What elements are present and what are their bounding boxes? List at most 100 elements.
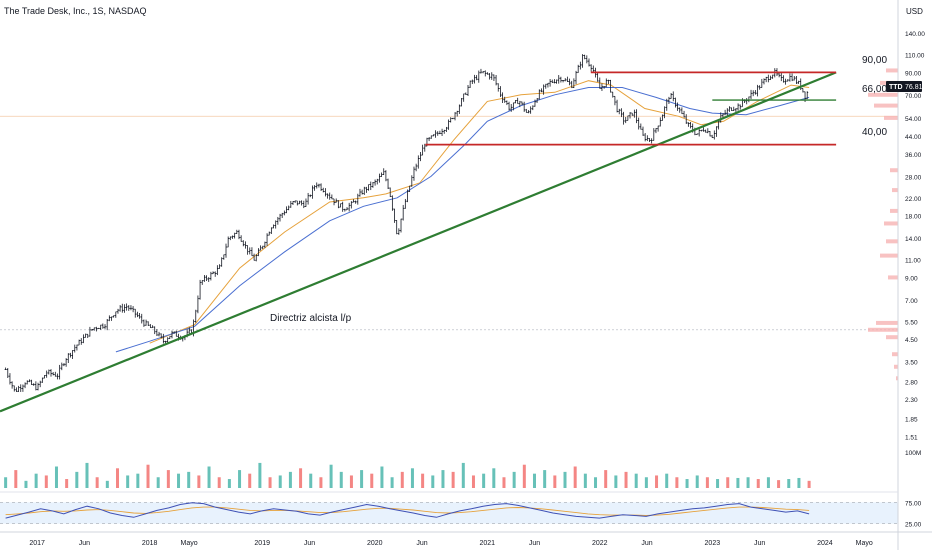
volume-bar [685, 479, 689, 488]
volume-profile-bar [896, 376, 898, 381]
time-tick-label: 2021 [479, 540, 495, 547]
volume-bar [217, 477, 221, 488]
price-tick-label: 14.00 [905, 236, 922, 243]
volume-profile-bar [886, 68, 898, 73]
volume-bar [410, 468, 414, 488]
time-tick-label: 2020 [367, 540, 383, 547]
price-tick-label: 5.50 [905, 319, 918, 326]
volume-profile-bar [890, 208, 898, 213]
volume-bar [370, 473, 374, 488]
volume-bar [532, 473, 536, 488]
volume-bar [471, 475, 475, 488]
volume-bar [54, 466, 58, 488]
grid-layer [0, 115, 898, 331]
price-tick-label: 9.00 [905, 275, 918, 282]
price-tick-label: 140.00 [905, 31, 925, 38]
volume-profile-bar [884, 221, 898, 226]
volume-bar [543, 470, 547, 488]
volume-bar [65, 479, 69, 488]
volume-bar [675, 477, 679, 488]
volume-bar [278, 475, 282, 488]
volume-bar [736, 477, 740, 488]
volume-bar [614, 475, 618, 488]
volume-bar [116, 468, 120, 488]
price-tick-label: 70.00 [905, 93, 922, 100]
text-layer: The Trade Desk, Inc., 1S, NASDAQ USD Dir… [4, 6, 923, 324]
volume-bar [85, 462, 89, 488]
price-tick-label: 90.00 [905, 70, 922, 77]
price-tick-label: 54.00 [905, 116, 922, 123]
chart-title: The Trade Desk, Inc., 1S, NASDAQ [4, 6, 147, 16]
volume-bar [390, 477, 394, 488]
currency-label: USD [906, 7, 923, 16]
price-tick-label: 1.51 [905, 434, 918, 441]
time-tick-label: Mayo [856, 540, 873, 547]
volume-bar [34, 473, 38, 488]
volume-bar [44, 475, 48, 488]
volume-bar [421, 473, 425, 488]
volume-bar [197, 475, 201, 488]
volume-bar [604, 470, 608, 488]
price-badge-bg [886, 81, 922, 92]
volume-profile-bar [892, 188, 898, 193]
volume-bar [360, 470, 364, 488]
volume-bar [136, 473, 140, 488]
price-tick-label: 2.80 [905, 379, 918, 386]
volume-bar [553, 475, 557, 488]
volume-bar [126, 475, 130, 488]
volume-tick-label: 100M [905, 450, 921, 457]
rsi-signal-line [5, 506, 810, 516]
price-tick-label: 3.50 [905, 360, 918, 367]
price-tick-label: 11.00 [905, 258, 921, 265]
volume-bar [268, 477, 272, 488]
volume-bar [339, 471, 343, 488]
rsi-tick-label: 25.00 [905, 522, 922, 529]
volume-bar [563, 471, 567, 488]
time-tick-label: 2023 [705, 540, 721, 547]
ma-slow-line [115, 87, 810, 353]
level-40-label: 40,00 [862, 127, 887, 138]
volume-bar [146, 464, 150, 488]
volume-profile-bar [886, 239, 898, 244]
volume-profile-bar [888, 275, 898, 280]
volume-bar [573, 466, 577, 488]
price-badge[interactable]: TTD 76.81 [886, 81, 923, 92]
volume-bar [451, 471, 455, 488]
volume-bar [227, 479, 231, 488]
price-tick-label: 2.30 [905, 397, 918, 404]
candles-layer[interactable] [4, 54, 809, 392]
volume-bar [644, 477, 648, 488]
volume-profile-bar [886, 335, 898, 340]
drawings-layer[interactable] [0, 71, 837, 413]
price-badge-ticker: TTD [889, 84, 903, 91]
volume-bar [492, 468, 496, 488]
volume-bar [594, 477, 598, 488]
price-tick-label: 18.00 [905, 214, 922, 221]
volume-bar [75, 471, 79, 488]
time-tick-label: 2017 [29, 540, 45, 547]
price-badge-value: 76.81 [905, 84, 923, 91]
time-tick-label: Jun [754, 540, 765, 547]
volume-bar [95, 477, 99, 488]
volume-bar [319, 477, 323, 488]
time-tick-label: Jun [79, 540, 90, 547]
volume-bar [309, 473, 313, 488]
volume-bar [726, 477, 730, 488]
rsi-layer [5, 502, 810, 519]
volume-bar [695, 475, 699, 488]
price-tick-label: 28.00 [905, 174, 922, 181]
volume-profile-bar [876, 320, 898, 325]
volume-bar [766, 477, 770, 488]
rsi-tick-label: 75.00 [905, 500, 922, 507]
time-tick-label: 2022 [592, 540, 608, 547]
volume-bar [299, 468, 303, 488]
volume-bar [4, 477, 8, 488]
volume-profile-bar [894, 364, 898, 369]
volume-profile-bar [880, 253, 898, 258]
volume-profile-layer [868, 68, 898, 381]
volume-bar [807, 480, 811, 488]
volume-bar [777, 480, 781, 488]
price-tick-label: 36.00 [905, 152, 922, 159]
volume-bar [441, 470, 445, 488]
